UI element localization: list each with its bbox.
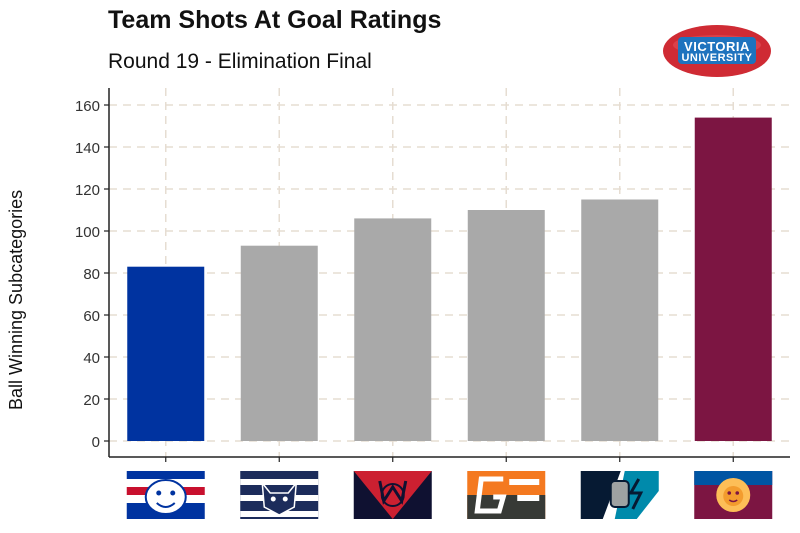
victoria-university-football-logo-icon: VICTORIA UNIVERSITY	[662, 24, 772, 78]
y-tick-label: 120	[75, 182, 100, 199]
bars	[127, 117, 772, 441]
gws-giants-logo-icon	[467, 471, 546, 519]
team-logos	[126, 471, 773, 519]
bar	[127, 266, 205, 441]
bar	[467, 210, 545, 441]
y-tick-label: 140	[75, 140, 100, 157]
y-tick-label: 40	[83, 350, 100, 367]
logo-line1: VICTORIA	[684, 39, 750, 54]
y-tick-label: 100	[75, 224, 100, 241]
y-tick-label: 80	[83, 266, 100, 283]
geelong-cats-logo-icon	[240, 471, 319, 519]
port-adelaide-logo-icon	[580, 471, 659, 519]
bulldogs-logo-icon	[126, 471, 205, 519]
y-tick-label: 0	[92, 434, 100, 451]
y-tick-label: 60	[83, 308, 100, 325]
y-tick-label: 20	[83, 392, 100, 409]
chart-title: Team Shots At Goal Ratings	[108, 6, 442, 34]
bar	[694, 117, 772, 441]
y-tick-label: 160	[75, 98, 100, 115]
y-ticks: 0 20 40 60 80 100 120 140 160	[75, 98, 734, 462]
bar	[581, 199, 659, 441]
bar	[354, 218, 432, 441]
melbourne-demons-logo-icon	[353, 471, 432, 519]
bar	[240, 245, 318, 441]
chart-subtitle: Round 19 - Elimination Final	[108, 50, 372, 73]
brisbane-lions-logo-icon	[694, 471, 773, 519]
logo-line2: UNIVERSITY	[681, 52, 753, 64]
grid-lines	[109, 88, 790, 457]
